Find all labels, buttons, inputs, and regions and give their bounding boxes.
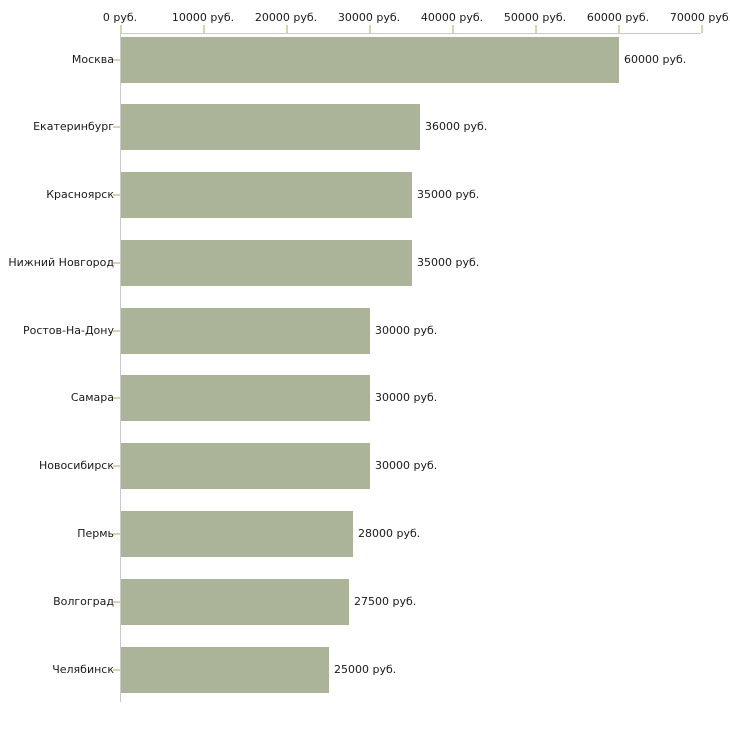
x-axis-tick-label: 60000 руб. [586, 11, 650, 24]
x-axis-tick-mark [617, 25, 620, 33]
x-axis-tick-mark [119, 25, 122, 33]
category-label: Новосибирск [38, 459, 114, 473]
value-label: 25000 руб. [334, 662, 397, 676]
category-tick-mark [113, 329, 120, 332]
category-label: Челябинск [52, 662, 114, 676]
bar [121, 578, 349, 625]
value-label: 35000 руб. [417, 188, 480, 202]
value-label: 36000 руб. [425, 120, 488, 134]
category-tick-mark [113, 194, 120, 197]
x-axis-tick-label: 0 руб. [102, 11, 138, 24]
x-axis-tick-label: 70000 руб. [669, 11, 730, 24]
x-axis-tick-mark [285, 25, 288, 33]
category-tick-mark [113, 532, 120, 535]
bar [121, 239, 412, 286]
x-axis-tick-label: 50000 руб. [503, 11, 567, 24]
category-tick-mark [113, 465, 120, 468]
category-tick-mark [113, 668, 120, 671]
value-label: 60000 руб. [624, 52, 687, 66]
bar [121, 646, 329, 693]
bar [121, 172, 412, 219]
category-label: Самара [70, 391, 114, 405]
x-axis-tick-mark [368, 25, 371, 33]
category-label: Нижний Новгород [8, 255, 114, 269]
x-axis-tick-label: 10000 руб. [171, 11, 235, 24]
category-tick-mark [113, 600, 120, 603]
category-label: Волгоград [53, 594, 114, 608]
value-label: 30000 руб. [375, 459, 438, 473]
value-label: 28000 руб. [358, 526, 421, 540]
category-label: Москва [71, 52, 114, 66]
category-tick-mark [113, 58, 120, 61]
bar [121, 375, 370, 422]
category-label: Ростов-На-Дону [22, 323, 114, 337]
category-label: Красноярск [46, 188, 114, 202]
category-tick-mark [113, 397, 120, 400]
x-axis-tick-mark [202, 25, 205, 33]
y-axis-line [120, 33, 121, 702]
x-axis-tick-mark [534, 25, 537, 33]
bar [121, 510, 353, 557]
category-tick-mark [113, 126, 120, 129]
value-label: 27500 руб. [354, 594, 417, 608]
value-label: 35000 руб. [417, 255, 480, 269]
x-axis-line [120, 33, 701, 34]
bar [121, 104, 420, 151]
category-label: Пермь [77, 526, 114, 540]
x-axis-tick-label: 40000 руб. [420, 11, 484, 24]
x-axis-tick-label: 30000 руб. [337, 11, 401, 24]
bar [121, 307, 370, 354]
value-label: 30000 руб. [375, 323, 438, 337]
bar [121, 36, 619, 83]
x-axis-tick-mark [700, 25, 703, 33]
x-axis-tick-label: 20000 руб. [254, 11, 318, 24]
category-label: Екатеринбург [33, 120, 114, 134]
bar [121, 443, 370, 490]
x-axis-tick-mark [451, 25, 454, 33]
value-label: 30000 руб. [375, 391, 438, 405]
category-tick-mark [113, 261, 120, 264]
